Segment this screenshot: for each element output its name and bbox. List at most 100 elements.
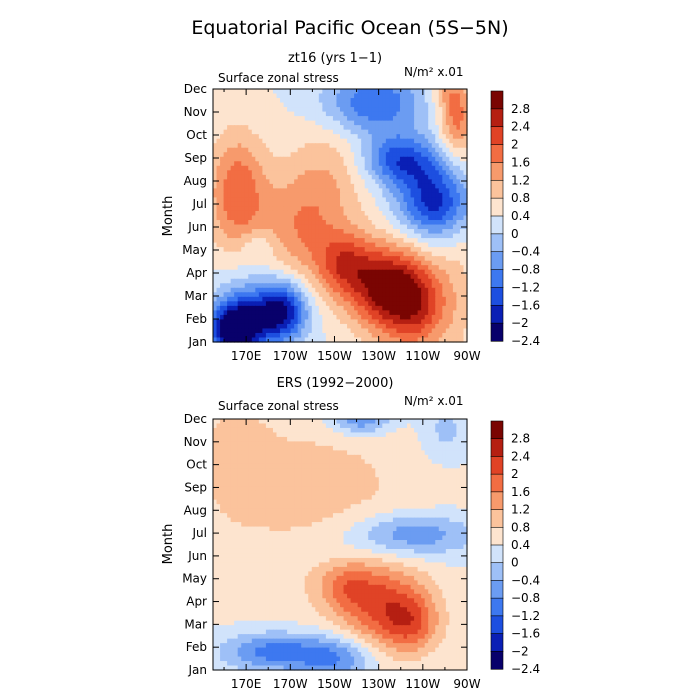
heat-cell bbox=[371, 93, 376, 99]
heat-cell bbox=[223, 233, 228, 239]
heat-cell bbox=[336, 278, 341, 284]
heat-cell bbox=[343, 89, 348, 95]
heat-cell bbox=[364, 210, 369, 217]
heat-cell bbox=[255, 301, 260, 307]
heat-cell bbox=[410, 156, 415, 162]
heat-cell bbox=[294, 423, 299, 429]
heat-cell bbox=[336, 292, 341, 298]
heat-cell bbox=[325, 98, 331, 104]
heat-cell bbox=[237, 165, 242, 171]
heat-cell bbox=[332, 419, 338, 425]
heat-cell bbox=[234, 247, 239, 253]
heat-cell bbox=[354, 274, 359, 280]
heat-cell bbox=[375, 314, 380, 321]
heat-cell bbox=[272, 120, 278, 126]
heat-cell bbox=[361, 287, 366, 293]
heat-cell bbox=[435, 454, 440, 460]
heat-cell bbox=[435, 89, 440, 95]
heat-cell bbox=[438, 174, 443, 180]
heat-cell bbox=[272, 125, 278, 131]
heat-cell bbox=[442, 287, 447, 293]
heat-cell bbox=[287, 215, 292, 221]
heat-cell bbox=[265, 98, 271, 104]
heat-cell bbox=[265, 197, 271, 203]
heat-cell bbox=[290, 233, 295, 239]
heat-cell bbox=[431, 305, 436, 311]
heat-cell bbox=[417, 423, 422, 429]
heat-cell bbox=[290, 120, 295, 126]
heat-cell bbox=[389, 224, 394, 230]
heat-cell bbox=[364, 224, 369, 230]
heat-cell bbox=[262, 116, 267, 122]
heat-cell bbox=[463, 201, 468, 208]
heat-cell bbox=[371, 283, 376, 289]
heat-cell bbox=[315, 165, 320, 171]
heat-cell bbox=[340, 98, 345, 104]
heat-cell bbox=[287, 310, 292, 316]
heat-cell bbox=[357, 292, 362, 298]
heat-cell bbox=[332, 301, 338, 307]
heat-cell bbox=[251, 102, 256, 108]
heat-cell bbox=[269, 89, 274, 95]
heat-cell bbox=[258, 441, 263, 447]
heat-cell bbox=[350, 283, 355, 289]
heat-cell bbox=[452, 152, 458, 158]
heat-cell bbox=[442, 265, 447, 271]
heat-cell bbox=[223, 220, 228, 226]
heat-cell bbox=[364, 292, 369, 298]
heat-cell bbox=[262, 102, 267, 108]
heat-cell bbox=[343, 454, 348, 460]
heat-cell bbox=[283, 233, 288, 239]
colorbar-swatch bbox=[490, 269, 504, 289]
heat-cell bbox=[237, 134, 242, 140]
heat-cell bbox=[438, 441, 443, 447]
heat-cell bbox=[424, 174, 429, 180]
heat-cell bbox=[213, 454, 218, 460]
heat-cell bbox=[297, 260, 302, 266]
heat-cell bbox=[301, 98, 306, 104]
heat-cell bbox=[276, 98, 281, 104]
heat-cell bbox=[357, 116, 362, 122]
heat-cell bbox=[428, 260, 433, 266]
heat-cell bbox=[332, 265, 338, 271]
heat-cell bbox=[325, 161, 331, 167]
heat-cell bbox=[421, 296, 426, 302]
heat-cell bbox=[248, 206, 253, 212]
heat-cell bbox=[336, 233, 341, 239]
heat-cell bbox=[322, 183, 327, 189]
heat-cell bbox=[442, 210, 447, 217]
heat-cell bbox=[234, 332, 239, 339]
heat-cell bbox=[435, 147, 440, 153]
heat-cell bbox=[382, 134, 387, 140]
heat-cell bbox=[438, 450, 443, 456]
heat-cell bbox=[311, 256, 316, 262]
heat-cell bbox=[378, 310, 383, 316]
heat-cell bbox=[456, 138, 461, 144]
heat-cell bbox=[297, 247, 302, 253]
colorbar-swatch bbox=[490, 251, 504, 271]
heat-cell bbox=[375, 301, 380, 307]
heat-cell bbox=[445, 323, 450, 330]
heat-cell bbox=[265, 445, 271, 451]
heat-cell bbox=[361, 107, 366, 113]
heat-cell bbox=[322, 432, 327, 438]
heat-cell bbox=[407, 296, 412, 302]
heat-cell bbox=[340, 210, 345, 217]
heat-cell bbox=[227, 138, 232, 144]
heat-cell bbox=[442, 242, 447, 248]
heat-cell bbox=[445, 152, 450, 158]
heat-cell bbox=[375, 89, 380, 95]
heat-cell bbox=[322, 161, 327, 167]
heat-cell bbox=[280, 319, 285, 325]
heat-cell bbox=[410, 283, 415, 289]
heat-cell bbox=[237, 107, 242, 113]
heat-cell bbox=[301, 314, 306, 321]
heat-cell bbox=[382, 305, 387, 311]
heat-cell bbox=[407, 328, 412, 334]
heat-cell bbox=[251, 174, 256, 180]
heat-cell bbox=[442, 165, 447, 171]
heat-cell bbox=[428, 102, 433, 108]
heat-cell bbox=[280, 143, 285, 149]
colorbar-label: 2.4 bbox=[511, 120, 530, 134]
heat-cell bbox=[329, 93, 334, 99]
